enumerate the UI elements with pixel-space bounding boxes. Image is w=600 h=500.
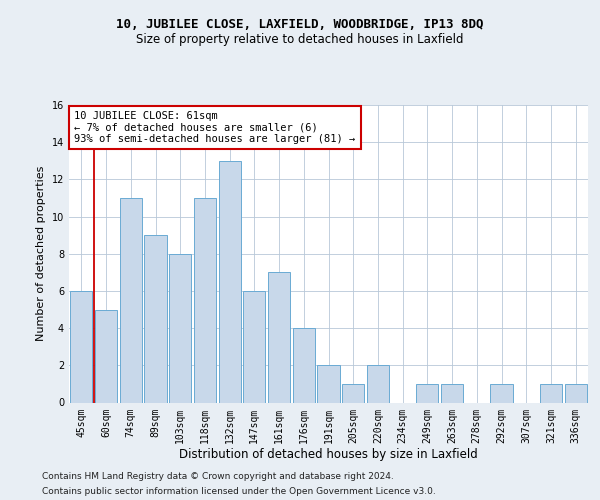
Text: Size of property relative to detached houses in Laxfield: Size of property relative to detached ho… bbox=[136, 32, 464, 46]
Text: 10 JUBILEE CLOSE: 61sqm
← 7% of detached houses are smaller (6)
93% of semi-deta: 10 JUBILEE CLOSE: 61sqm ← 7% of detached… bbox=[74, 111, 355, 144]
Bar bbox=[169, 254, 191, 402]
Bar bbox=[194, 198, 216, 402]
Bar bbox=[293, 328, 315, 402]
Bar bbox=[441, 384, 463, 402]
Bar bbox=[490, 384, 512, 402]
Bar bbox=[145, 235, 167, 402]
Bar bbox=[218, 161, 241, 402]
Text: 10, JUBILEE CLOSE, LAXFIELD, WOODBRIDGE, IP13 8DQ: 10, JUBILEE CLOSE, LAXFIELD, WOODBRIDGE,… bbox=[116, 18, 484, 30]
Text: Contains HM Land Registry data © Crown copyright and database right 2024.: Contains HM Land Registry data © Crown c… bbox=[42, 472, 394, 481]
Bar bbox=[367, 366, 389, 403]
Text: Contains public sector information licensed under the Open Government Licence v3: Contains public sector information licen… bbox=[42, 487, 436, 496]
Bar bbox=[70, 291, 92, 403]
Bar bbox=[565, 384, 587, 402]
Bar bbox=[317, 366, 340, 403]
X-axis label: Distribution of detached houses by size in Laxfield: Distribution of detached houses by size … bbox=[179, 448, 478, 461]
Bar bbox=[243, 291, 265, 403]
Bar bbox=[416, 384, 439, 402]
Bar bbox=[268, 272, 290, 402]
Bar bbox=[95, 310, 117, 402]
Y-axis label: Number of detached properties: Number of detached properties bbox=[36, 166, 46, 342]
Bar bbox=[119, 198, 142, 402]
Bar bbox=[342, 384, 364, 402]
Bar bbox=[540, 384, 562, 402]
